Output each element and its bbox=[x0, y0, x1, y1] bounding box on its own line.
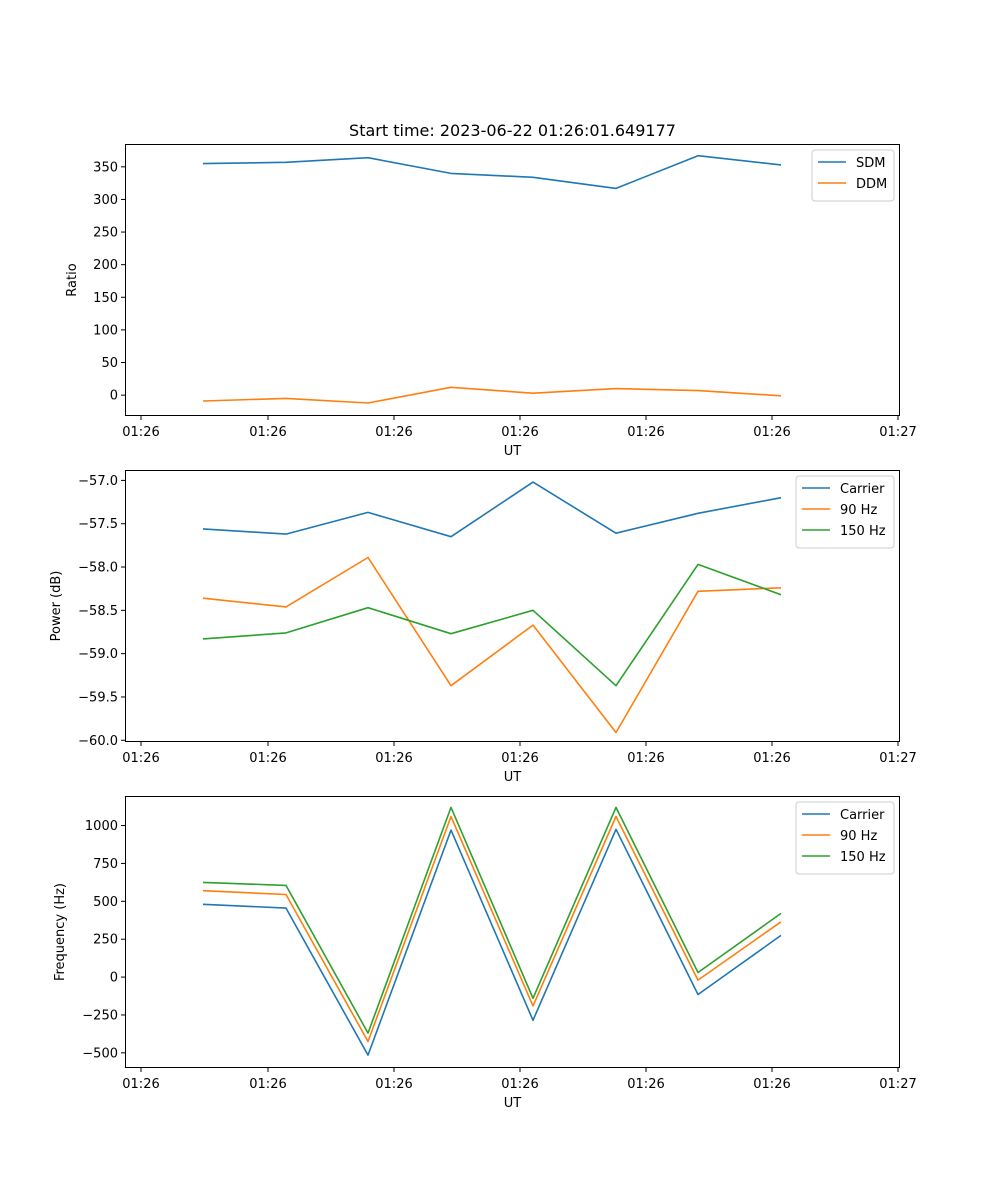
legend: Carrier 90 Hz 150 Hz bbox=[795, 801, 895, 875]
y-tick-label: 500 bbox=[93, 895, 118, 910]
subplot-3: 01:26 01:26 01:26 01:26 01:26 01:26 01:27 −500 −… bbox=[53, 796, 917, 1111]
series-group bbox=[202, 481, 782, 734]
y-tick-label: −60.0 bbox=[78, 734, 118, 749]
y-tick-label: 250 bbox=[93, 226, 118, 241]
y-tick-label: −250 bbox=[82, 1008, 118, 1023]
y-tick-label: 0 bbox=[110, 389, 118, 404]
x-tick-label: 01:26 bbox=[375, 1077, 412, 1092]
y-tick-label: 250 bbox=[93, 933, 118, 948]
y-tick-label: −59.5 bbox=[78, 690, 118, 705]
x-tick-label: 01:26 bbox=[753, 751, 790, 766]
legend: Carrier 90 Hz 150 Hz bbox=[795, 475, 895, 549]
x-tick-label: 01:26 bbox=[627, 425, 664, 440]
legend-label: 90 Hz bbox=[840, 503, 877, 518]
x-tick-label: 01:26 bbox=[627, 751, 664, 766]
y-tick-label: −57.5 bbox=[78, 517, 118, 532]
chart-title: Start time: 2023-06-22 01:26:01.649177 bbox=[349, 121, 676, 140]
x-axis-label: UT bbox=[504, 444, 522, 459]
y-tick-label: 200 bbox=[93, 258, 118, 273]
series-line-carrier bbox=[202, 481, 782, 538]
subplot-2: 01:26 01:26 01:26 01:26 01:26 01:26 01:27 −60.0… bbox=[49, 470, 917, 785]
series-line-carrier bbox=[202, 828, 782, 1056]
x-tick-label: 01:26 bbox=[122, 425, 159, 440]
x-tick-label: 01:26 bbox=[122, 1077, 159, 1092]
x-tick-label: 01:26 bbox=[375, 425, 412, 440]
y-tick-label: 300 bbox=[93, 193, 118, 208]
legend-label: Carrier bbox=[840, 808, 885, 823]
y-axis-label: Ratio bbox=[65, 263, 80, 296]
axes-frame bbox=[125, 144, 900, 416]
x-tick-label: 01:26 bbox=[501, 1077, 538, 1092]
y-tick-label: 100 bbox=[93, 323, 118, 338]
x-tick-label: 01:26 bbox=[501, 425, 538, 440]
x-tick-label: 01:26 bbox=[753, 425, 790, 440]
series-line-150-hz bbox=[202, 806, 782, 1034]
x-tick-label: 01:26 bbox=[501, 751, 538, 766]
series-line-ddm bbox=[202, 386, 782, 404]
legend-label: DDM bbox=[856, 177, 887, 192]
y-tick-label: 750 bbox=[93, 857, 118, 872]
x-axis-label: UT bbox=[504, 770, 522, 785]
y-axis-label: Power (dB) bbox=[49, 571, 64, 642]
x-tick-label: 01:26 bbox=[627, 1077, 664, 1092]
y-tick-label: 1000 bbox=[85, 819, 118, 834]
legend-label: SDM bbox=[856, 156, 885, 171]
y-tick-label: 0 bbox=[110, 971, 118, 986]
x-tick-label: 01:26 bbox=[122, 751, 159, 766]
legend: SDM DDM bbox=[811, 149, 895, 202]
x-tick-label: 01:27 bbox=[879, 425, 916, 440]
subplot-stack: Start time: 2023-06-22 01:26:01.64917701… bbox=[49, 121, 917, 1111]
x-tick-label: 01:26 bbox=[249, 425, 286, 440]
y-tick-label: −57.0 bbox=[78, 474, 118, 489]
x-tick-label: 01:26 bbox=[753, 1077, 790, 1092]
y-tick-label: 350 bbox=[93, 160, 118, 175]
series-group bbox=[202, 154, 782, 404]
y-tick-label: −58.5 bbox=[78, 604, 118, 619]
x-tick-label: 01:26 bbox=[249, 1077, 286, 1092]
y-tick-label: 50 bbox=[101, 356, 118, 371]
axes-frame bbox=[125, 470, 900, 742]
x-tick-label: 01:26 bbox=[375, 751, 412, 766]
series-line-150-hz bbox=[202, 563, 782, 687]
series-group bbox=[202, 806, 782, 1056]
y-axis-label: Frequency (Hz) bbox=[53, 883, 68, 981]
legend-label: 150 Hz bbox=[840, 524, 886, 539]
x-tick-label: 01:27 bbox=[879, 751, 916, 766]
x-tick-label: 01:27 bbox=[879, 1077, 916, 1092]
axes-frame bbox=[125, 796, 900, 1068]
legend-label: 90 Hz bbox=[840, 829, 877, 844]
series-line-90-hz bbox=[202, 815, 782, 1043]
y-tick-label: 150 bbox=[93, 291, 118, 306]
y-tick-label: −58.0 bbox=[78, 561, 118, 576]
legend-label: 150 Hz bbox=[840, 850, 886, 865]
y-tick-label: −59.0 bbox=[78, 647, 118, 662]
legend-label: Carrier bbox=[840, 482, 885, 497]
y-tick-label: −500 bbox=[82, 1046, 118, 1061]
x-axis-label: UT bbox=[504, 1096, 522, 1111]
series-line-sdm bbox=[202, 154, 782, 190]
x-tick-label: 01:26 bbox=[249, 751, 286, 766]
subplot-1: Start time: 2023-06-22 01:26:01.64917701… bbox=[65, 121, 917, 459]
series-line-90-hz bbox=[202, 556, 782, 734]
